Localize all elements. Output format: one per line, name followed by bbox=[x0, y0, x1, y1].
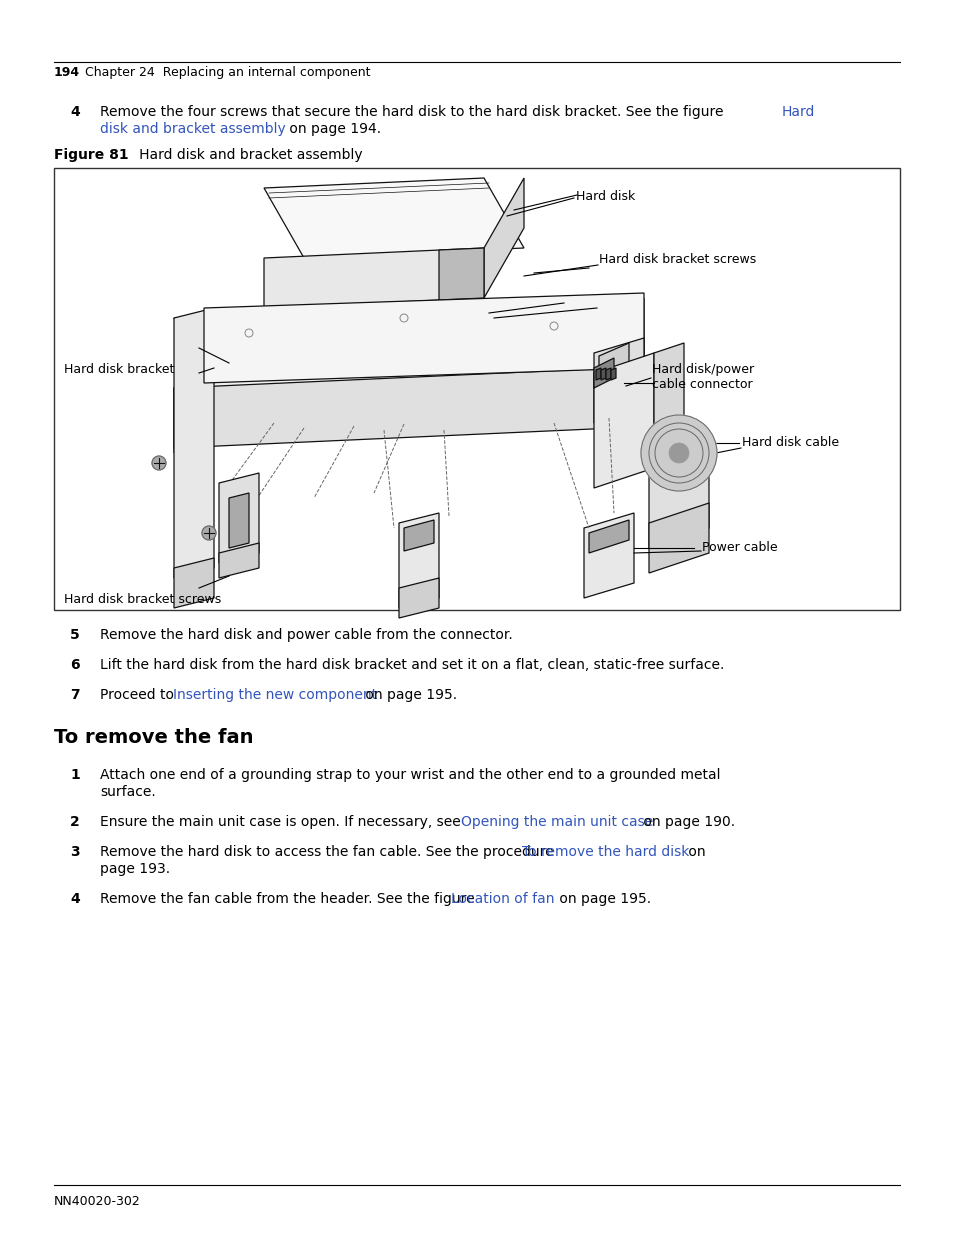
Text: Inserting the new component: Inserting the new component bbox=[172, 688, 376, 701]
Text: Hard disk bracket: Hard disk bracket bbox=[64, 363, 174, 375]
Text: Hard disk bracket screws: Hard disk bracket screws bbox=[598, 253, 756, 266]
Polygon shape bbox=[483, 178, 523, 298]
Polygon shape bbox=[648, 503, 708, 573]
Polygon shape bbox=[648, 448, 708, 548]
Polygon shape bbox=[583, 513, 634, 598]
Text: Hard disk bracket screws: Hard disk bracket screws bbox=[64, 593, 221, 606]
Text: on: on bbox=[683, 845, 705, 860]
Polygon shape bbox=[598, 343, 628, 375]
Text: on page 190.: on page 190. bbox=[639, 815, 735, 829]
Text: NN40020-302: NN40020-302 bbox=[54, 1195, 141, 1208]
Polygon shape bbox=[403, 520, 434, 551]
Text: 7: 7 bbox=[70, 688, 79, 701]
Text: 1: 1 bbox=[70, 768, 80, 782]
Text: Location of fan: Location of fan bbox=[451, 892, 554, 906]
Text: 4: 4 bbox=[70, 105, 80, 119]
Text: Remove the fan cable from the header. See the figure: Remove the fan cable from the header. Se… bbox=[100, 892, 478, 906]
Text: 3: 3 bbox=[70, 845, 79, 860]
Text: surface.: surface. bbox=[100, 785, 155, 799]
Text: Lift the hard disk from the hard disk bracket and set it on a flat, clean, stati: Lift the hard disk from the hard disk br… bbox=[100, 658, 723, 672]
Polygon shape bbox=[588, 520, 628, 553]
Text: Power cable: Power cable bbox=[701, 541, 777, 555]
Circle shape bbox=[152, 456, 166, 471]
Text: on page 195.: on page 195. bbox=[360, 688, 456, 701]
Polygon shape bbox=[398, 513, 438, 608]
Polygon shape bbox=[219, 473, 258, 563]
Polygon shape bbox=[600, 368, 605, 380]
Text: To remove the fan: To remove the fan bbox=[54, 727, 253, 747]
Polygon shape bbox=[614, 298, 643, 429]
Polygon shape bbox=[219, 543, 258, 578]
Polygon shape bbox=[610, 368, 616, 380]
Circle shape bbox=[640, 415, 717, 492]
Polygon shape bbox=[605, 368, 610, 380]
Polygon shape bbox=[264, 178, 523, 258]
Polygon shape bbox=[229, 493, 249, 548]
Polygon shape bbox=[594, 358, 614, 388]
Text: Hard disk and bracket assembly: Hard disk and bracket assembly bbox=[126, 148, 362, 162]
Text: To remove the hard disk: To remove the hard disk bbox=[521, 845, 689, 860]
Text: 194: 194 bbox=[54, 65, 80, 79]
Polygon shape bbox=[264, 248, 483, 308]
Polygon shape bbox=[594, 338, 643, 424]
Text: Opening the main unit case: Opening the main unit case bbox=[460, 815, 653, 829]
Text: Hard disk cable: Hard disk cable bbox=[741, 436, 839, 450]
Text: Attach one end of a grounding strap to your wrist and the other end to a grounde: Attach one end of a grounding strap to y… bbox=[100, 768, 720, 782]
Bar bbox=[54, 168, 899, 610]
Text: Remove the hard disk to access the fan cable. See the procedure: Remove the hard disk to access the fan c… bbox=[100, 845, 558, 860]
Text: 6: 6 bbox=[70, 658, 79, 672]
Text: Hard: Hard bbox=[781, 105, 815, 119]
Text: Hard disk: Hard disk bbox=[576, 190, 635, 203]
Text: Hard disk/power
cable connector: Hard disk/power cable connector bbox=[651, 363, 753, 391]
Polygon shape bbox=[204, 293, 643, 383]
Text: on page 195.: on page 195. bbox=[555, 892, 651, 906]
Polygon shape bbox=[654, 343, 683, 468]
Text: Chapter 24  Replacing an internal component: Chapter 24 Replacing an internal compone… bbox=[85, 65, 370, 79]
Circle shape bbox=[202, 526, 215, 540]
Polygon shape bbox=[173, 298, 643, 388]
Polygon shape bbox=[398, 578, 438, 618]
Polygon shape bbox=[173, 368, 614, 448]
Text: 2: 2 bbox=[70, 815, 80, 829]
Text: 4: 4 bbox=[70, 892, 80, 906]
Polygon shape bbox=[438, 248, 483, 300]
Text: Figure 81: Figure 81 bbox=[54, 148, 129, 162]
Text: page 193.: page 193. bbox=[100, 862, 170, 876]
Text: Remove the four screws that secure the hard disk to the hard disk bracket. See t: Remove the four screws that secure the h… bbox=[100, 105, 727, 119]
Polygon shape bbox=[173, 308, 213, 578]
Text: Ensure the main unit case is open. If necessary, see: Ensure the main unit case is open. If ne… bbox=[100, 815, 465, 829]
Polygon shape bbox=[594, 353, 654, 488]
Text: 5: 5 bbox=[70, 629, 80, 642]
Text: on page 194.: on page 194. bbox=[285, 122, 381, 136]
Polygon shape bbox=[173, 558, 213, 608]
Circle shape bbox=[668, 443, 688, 463]
Polygon shape bbox=[596, 368, 600, 380]
Text: disk and bracket assembly: disk and bracket assembly bbox=[100, 122, 286, 136]
Polygon shape bbox=[173, 317, 204, 453]
Text: Proceed to: Proceed to bbox=[100, 688, 178, 701]
Text: Remove the hard disk and power cable from the connector.: Remove the hard disk and power cable fro… bbox=[100, 629, 512, 642]
